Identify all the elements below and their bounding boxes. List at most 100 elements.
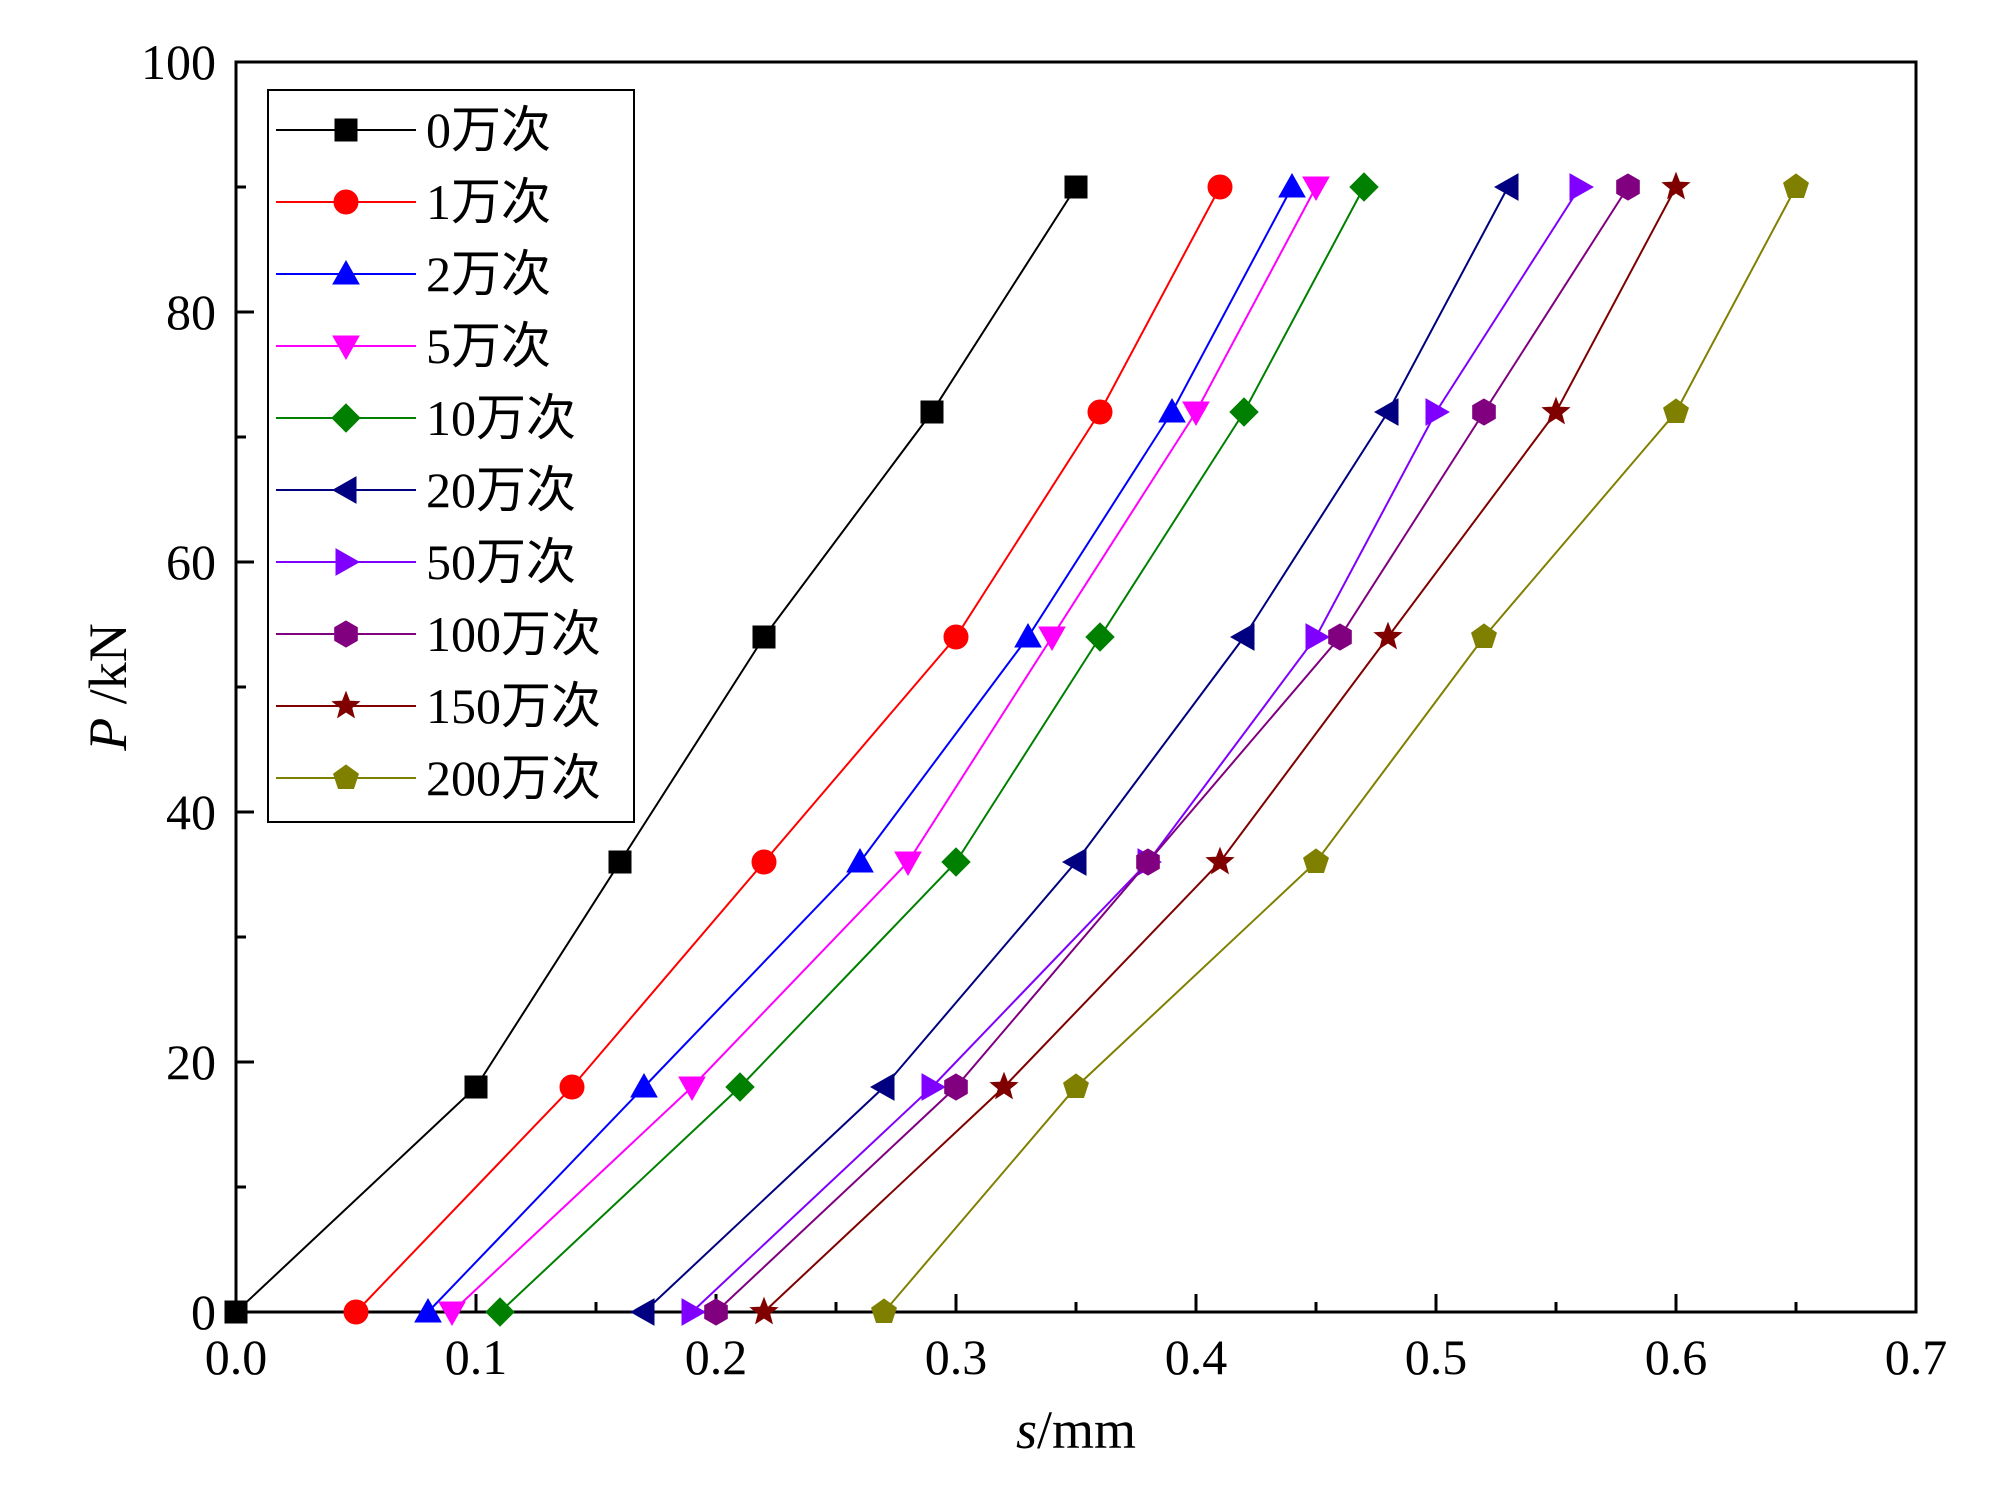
series-line <box>715 186 1629 1313</box>
series-line <box>691 186 1581 1313</box>
y-tick-label: 100 <box>141 34 216 90</box>
data-point <box>989 1071 1019 1100</box>
data-point <box>1205 846 1235 875</box>
legend-marker <box>334 118 358 142</box>
series-line <box>643 186 1509 1313</box>
data-point <box>678 1076 706 1102</box>
data-point <box>1061 848 1087 876</box>
data-point <box>464 1075 488 1099</box>
legend-marker <box>332 335 360 361</box>
y-tick-label: 40 <box>166 784 216 840</box>
y-axis-title: P /kN <box>78 623 138 752</box>
legend-item: 1万次 <box>276 174 551 230</box>
legend-label: 1万次 <box>426 174 551 230</box>
series-0 <box>224 175 1088 1324</box>
legend-item: 50万次 <box>276 534 576 590</box>
data-point <box>1305 623 1331 651</box>
series-line <box>499 186 1365 1313</box>
data-point <box>1663 398 1689 423</box>
legend-box <box>267 89 635 823</box>
series-9 <box>871 173 1809 1323</box>
y-tick-label: 0 <box>191 1284 216 1340</box>
legend-marker <box>331 403 361 433</box>
data-point <box>1087 399 1113 425</box>
legend-item: 2万次 <box>276 246 551 302</box>
data-point <box>921 1073 947 1101</box>
data-point <box>1063 1073 1089 1098</box>
data-point <box>725 1072 755 1102</box>
legend-label: 100万次 <box>426 606 601 662</box>
data-point <box>1038 626 1066 652</box>
legend-label: 150万次 <box>426 678 601 734</box>
data-point <box>1014 622 1042 648</box>
legend-marker <box>333 764 359 789</box>
legend-label: 200万次 <box>426 750 601 806</box>
data-point <box>1493 173 1519 201</box>
data-point <box>869 1073 895 1101</box>
series-5 <box>629 173 1519 1326</box>
data-point <box>629 1298 655 1326</box>
x-tick-label: 0.0 <box>205 1329 268 1385</box>
series-line <box>763 186 1677 1313</box>
data-point <box>1207 174 1233 200</box>
data-point <box>1085 622 1115 652</box>
data-point <box>1541 396 1571 425</box>
data-point <box>1472 398 1496 426</box>
legend-marker <box>331 476 357 504</box>
data-point <box>1783 173 1809 198</box>
data-point <box>1349 172 1379 202</box>
data-point <box>1471 623 1497 648</box>
legend-item: 5万次 <box>276 318 551 374</box>
series-layer <box>224 171 1809 1327</box>
legend-label: 50万次 <box>426 534 576 590</box>
x-tick-label: 0.7 <box>1885 1329 1948 1385</box>
data-point <box>1373 398 1399 426</box>
data-point <box>485 1297 515 1327</box>
series-7 <box>704 173 1640 1326</box>
data-point <box>751 849 777 875</box>
data-point <box>941 847 971 877</box>
series-line <box>235 186 1077 1313</box>
data-point <box>894 851 922 877</box>
legend-marker <box>331 690 361 719</box>
data-point <box>559 1074 585 1100</box>
legend-marker <box>335 548 361 576</box>
legend-item: 0万次 <box>276 102 551 158</box>
data-point <box>704 1298 728 1326</box>
legend: 0万次 1万次 2万次 5万次 10万次 20万次 50万次 100万次 150万次 200万次 <box>267 89 635 823</box>
x-tick-label: 0.3 <box>925 1329 988 1385</box>
data-point <box>1373 621 1403 650</box>
data-point <box>1303 848 1329 873</box>
data-point <box>1425 398 1451 426</box>
data-point <box>1158 397 1186 423</box>
x-tick-label: 0.5 <box>1405 1329 1468 1385</box>
series-line <box>883 186 1797 1313</box>
legend-marker <box>334 620 358 648</box>
data-point <box>1302 176 1330 202</box>
series-line <box>355 186 1221 1313</box>
data-point <box>1229 623 1255 651</box>
legend-item: 20万次 <box>276 462 576 518</box>
data-point <box>944 1073 968 1101</box>
data-point <box>343 1299 369 1325</box>
data-point <box>438 1301 466 1327</box>
y-tick-label: 80 <box>166 284 216 340</box>
data-point <box>1064 175 1088 199</box>
legend-item: 200万次 <box>276 750 601 806</box>
data-point <box>1616 173 1640 201</box>
data-point <box>1661 171 1691 200</box>
series-8 <box>749 171 1691 1325</box>
data-point <box>846 847 874 873</box>
data-point <box>1229 397 1259 427</box>
legend-item: 10万次 <box>276 390 576 446</box>
y-tick-label: 60 <box>166 534 216 590</box>
legend-marker <box>333 189 359 215</box>
axis-ticks: 0.0 0.1 0.2 0.3 0.4 0.5 0.6 0.7 0 20 40 60 80 100 <box>141 34 1947 1385</box>
legend-label: 5万次 <box>426 318 551 374</box>
data-point <box>224 1300 248 1324</box>
data-point <box>752 625 776 649</box>
legend-label: 10万次 <box>426 390 576 446</box>
series-line <box>427 186 1293 1313</box>
data-point <box>1278 172 1306 198</box>
